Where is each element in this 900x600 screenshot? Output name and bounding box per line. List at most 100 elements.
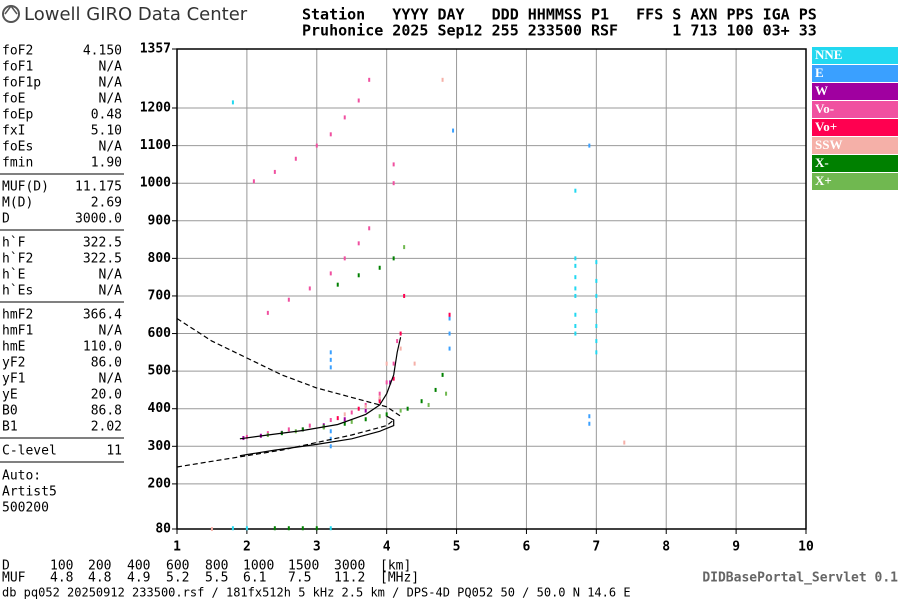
profile-curve	[176, 317, 401, 417]
echo-point	[413, 361, 416, 366]
echo-point	[574, 331, 577, 336]
echo-point	[378, 414, 381, 419]
echo-point	[343, 417, 346, 422]
param-label: hmF1	[2, 324, 33, 339]
echo-point	[294, 156, 297, 161]
echo-point	[301, 427, 304, 432]
auto-text: Artist5	[2, 485, 57, 500]
x-tick-label: 8	[662, 540, 670, 555]
echo-point	[329, 350, 332, 355]
y-tick-label: 80	[155, 522, 171, 537]
auto-text: Auto:	[2, 469, 41, 484]
legend-swatch	[812, 65, 898, 82]
echo-point	[574, 256, 577, 261]
echo-point	[231, 526, 234, 531]
echo-point	[434, 387, 437, 392]
param-value: 11.175	[75, 180, 122, 195]
echo-point	[252, 179, 255, 184]
x-tick-label: 3	[313, 540, 321, 555]
echo-point	[357, 98, 360, 103]
echo-point	[385, 412, 388, 417]
logo-icon	[2, 4, 20, 23]
param-label: foF1	[2, 60, 33, 75]
logo-text: Lowell GIRO Data Center	[24, 4, 248, 25]
y-tick-label: 1357	[140, 42, 171, 57]
echo-point	[399, 408, 402, 413]
echo-point	[399, 331, 402, 336]
echo-point	[287, 427, 290, 432]
echo-point	[588, 421, 591, 426]
legend-label: X-	[815, 155, 829, 170]
param-label: M(D)	[2, 196, 33, 211]
echo-point	[574, 188, 577, 193]
echo-point	[273, 169, 276, 174]
param-value: 2.69	[91, 196, 122, 211]
legend-swatch	[812, 83, 898, 100]
echo-point	[266, 310, 269, 315]
x-tick-label: 4	[383, 540, 391, 555]
legend-label: SSW	[815, 137, 842, 152]
echo-point	[273, 526, 276, 531]
y-tick-label: 1000	[140, 176, 171, 191]
echo-point	[445, 391, 448, 396]
echo-point	[329, 436, 332, 441]
param-value: 322.5	[83, 252, 122, 267]
legend-label: Vo+	[815, 119, 837, 134]
echo-point	[392, 181, 395, 186]
echo-point	[301, 526, 304, 531]
echo-point	[448, 331, 451, 336]
echo-point	[392, 162, 395, 167]
echo-point	[329, 526, 332, 531]
auto-text: 500200	[2, 501, 49, 516]
echo-point	[378, 391, 381, 396]
echo-point	[245, 526, 248, 531]
param-label: foE	[2, 92, 25, 107]
param-value: 110.0	[83, 340, 122, 355]
y-tick-label: 600	[148, 326, 172, 341]
table-value: 11.2	[334, 571, 365, 586]
param-label: B1	[2, 420, 18, 435]
legend-label: W	[815, 83, 828, 98]
param-value: 20.0	[91, 388, 122, 403]
x-tick-label: 10	[798, 540, 814, 555]
param-label: C-level	[2, 444, 57, 459]
legend-swatch	[812, 47, 898, 64]
table-value: 200	[88, 559, 111, 574]
y-tick-label: 1100	[140, 138, 171, 153]
echo-point	[392, 376, 395, 381]
echo-point	[343, 412, 346, 417]
echo-point	[336, 282, 339, 287]
x-tick-label: 2	[243, 540, 251, 555]
echo-point	[574, 263, 577, 268]
echo-point	[385, 380, 388, 385]
echo-point	[368, 226, 371, 231]
table-value: 3000	[334, 559, 365, 574]
footer-info: db pq052 20250912 233500.rsf / 181fx512h…	[2, 586, 631, 600]
echo-point	[378, 395, 381, 400]
echo-point	[441, 372, 444, 377]
table-value: 1000	[243, 559, 274, 574]
echo-point	[287, 526, 290, 531]
legend-label: NNE	[815, 47, 842, 62]
param-value: N/A	[99, 76, 123, 91]
param-value: 4.150	[83, 44, 122, 59]
echo-point	[396, 339, 399, 344]
echo-point	[378, 399, 381, 404]
echo-point	[378, 265, 381, 270]
param-label: B0	[2, 404, 18, 419]
echo-point	[336, 416, 339, 421]
param-value: 3000.0	[75, 212, 122, 227]
table-value: 5.2	[166, 571, 189, 586]
echo-point	[343, 256, 346, 261]
echo-point	[574, 293, 577, 298]
echo-point	[357, 273, 360, 278]
legend-swatch	[812, 101, 898, 118]
echo-point	[329, 417, 332, 422]
param-value: 86.0	[91, 356, 122, 371]
echo-point	[364, 408, 367, 413]
param-value: 366.4	[83, 308, 122, 323]
param-label: foF1p	[2, 76, 41, 91]
profile-curve	[239, 337, 402, 440]
y-tick-label: 200	[148, 476, 172, 491]
